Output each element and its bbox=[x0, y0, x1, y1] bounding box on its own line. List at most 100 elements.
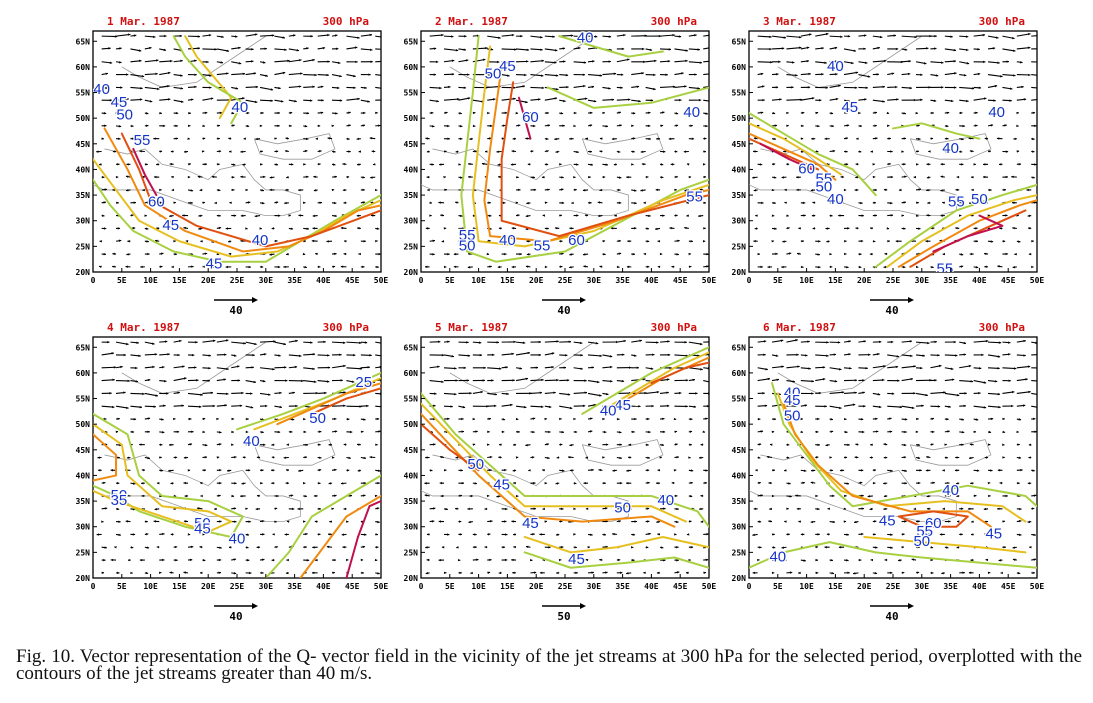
contour-label: 55 bbox=[686, 189, 703, 206]
lat-tick-label: 40N bbox=[404, 471, 419, 480]
panel-date: 3 Mar. 1987 bbox=[763, 15, 836, 28]
panel-level: 300 hPa bbox=[979, 321, 1025, 334]
lat-tick-label: 25N bbox=[732, 548, 747, 557]
contour-label: 40 bbox=[499, 232, 516, 249]
lon-tick-label: 5E bbox=[773, 582, 783, 591]
contour-label: 50 bbox=[459, 237, 476, 254]
contour-label: 60 bbox=[522, 109, 539, 126]
panel-date: 2 Mar. 1987 bbox=[435, 15, 508, 28]
contour-label: 50 bbox=[309, 410, 326, 427]
contour-label: 55 bbox=[916, 523, 933, 540]
contour-label: 45 bbox=[162, 217, 179, 234]
lat-tick-label: 25N bbox=[404, 242, 419, 251]
lon-tick-label: 10E bbox=[799, 582, 814, 591]
contour-label: 25 bbox=[355, 374, 372, 391]
lat-tick-label: 65N bbox=[76, 37, 91, 46]
jet-contour-45 bbox=[523, 535, 709, 554]
contour-label: 40 bbox=[252, 232, 269, 249]
lon-tick-label: 35E bbox=[615, 276, 630, 285]
contour-label: 45 bbox=[841, 99, 858, 116]
contour-label: 40 bbox=[600, 402, 617, 419]
jet-contour-40 bbox=[892, 122, 981, 140]
coastline-black-sea bbox=[909, 133, 992, 160]
contour-label: 50 bbox=[194, 515, 211, 532]
jet-contour-45 bbox=[421, 402, 687, 523]
lon-tick-label: 0 bbox=[91, 276, 96, 285]
lon-tick-label: 15E bbox=[500, 582, 515, 591]
jet-contour-45 bbox=[253, 377, 381, 431]
lon-tick-label: 45E bbox=[345, 276, 360, 285]
lat-tick-label: 50N bbox=[732, 114, 747, 123]
jet-contour-55 bbox=[650, 361, 709, 385]
jet-contour-60 bbox=[517, 96, 532, 140]
contour-label: 50 bbox=[485, 66, 502, 83]
reference-vector-label: 40 bbox=[885, 610, 898, 623]
jet-contour-50 bbox=[897, 199, 1037, 268]
contour-label: 55 bbox=[948, 194, 965, 211]
lat-tick-label: 55N bbox=[404, 395, 419, 404]
lat-tick-label: 45N bbox=[76, 446, 91, 455]
lon-tick-label: 25E bbox=[558, 276, 573, 285]
coastline-north bbox=[121, 341, 267, 394]
lon-tick-label: 50E bbox=[1030, 276, 1045, 285]
lon-tick-label: 0 bbox=[747, 276, 752, 285]
jet-contour-50 bbox=[93, 433, 118, 482]
lat-tick-label: 50N bbox=[732, 420, 747, 429]
jet-contour-40 bbox=[546, 86, 709, 109]
reference-vector-head bbox=[580, 603, 586, 609]
lon-tick-label: 50E bbox=[1030, 582, 1045, 591]
lat-tick-label: 35N bbox=[732, 191, 747, 200]
lon-tick-label: 25E bbox=[886, 276, 901, 285]
lon-tick-label: 20E bbox=[201, 582, 216, 591]
lon-tick-label: 10E bbox=[143, 582, 158, 591]
jet-contour-45 bbox=[93, 423, 233, 533]
jet-contour-60 bbox=[345, 500, 381, 578]
lat-tick-label: 65N bbox=[732, 37, 747, 46]
reference-vector-label: 40 bbox=[885, 304, 898, 317]
lat-tick-label: 65N bbox=[404, 37, 419, 46]
contour-label: 55 bbox=[134, 132, 151, 149]
contour-label: 40 bbox=[784, 384, 801, 401]
jet-contour-45 bbox=[886, 194, 1037, 268]
contour-label: 60 bbox=[925, 515, 942, 532]
lat-tick-label: 20N bbox=[732, 268, 747, 277]
lat-tick-label: 55N bbox=[404, 89, 419, 98]
contour-label: 40 bbox=[988, 104, 1005, 121]
lat-tick-label: 20N bbox=[732, 574, 747, 583]
jet-contour-45 bbox=[749, 122, 843, 176]
lat-tick-label: 60N bbox=[76, 63, 91, 72]
jet-contour-40 bbox=[93, 178, 381, 263]
lat-tick-label: 35N bbox=[76, 191, 91, 200]
q-vector-field bbox=[752, 32, 1037, 269]
contour-label: 55 bbox=[936, 260, 953, 277]
lon-tick-label: 10E bbox=[471, 582, 486, 591]
jet-contour-40 bbox=[264, 474, 381, 578]
jet-contour-50 bbox=[276, 382, 381, 426]
lat-tick-label: 45N bbox=[404, 140, 419, 149]
panel-level: 300 hPa bbox=[323, 15, 369, 28]
lon-tick-label: 10E bbox=[799, 276, 814, 285]
contour-label: 50 bbox=[116, 107, 133, 124]
lat-tick-label: 60N bbox=[404, 369, 419, 378]
jet-contour-50 bbox=[749, 132, 837, 181]
lon-tick-label: 35E bbox=[287, 582, 302, 591]
lat-tick-label: 35N bbox=[732, 497, 747, 506]
lat-tick-label: 65N bbox=[76, 343, 91, 352]
jet-contour-50 bbox=[782, 402, 992, 528]
lat-tick-label: 60N bbox=[732, 369, 747, 378]
lat-tick-label: 25N bbox=[76, 242, 91, 251]
lat-tick-label: 55N bbox=[76, 89, 91, 98]
lat-tick-label: 65N bbox=[732, 343, 747, 352]
lon-tick-label: 10E bbox=[471, 276, 486, 285]
lat-tick-label: 30N bbox=[76, 217, 91, 226]
lon-tick-label: 30E bbox=[259, 582, 274, 591]
contour-label: 45 bbox=[194, 520, 211, 537]
panel-frame bbox=[748, 336, 1038, 579]
contour-label: 55 bbox=[459, 227, 476, 244]
lon-tick-label: 35E bbox=[287, 276, 302, 285]
